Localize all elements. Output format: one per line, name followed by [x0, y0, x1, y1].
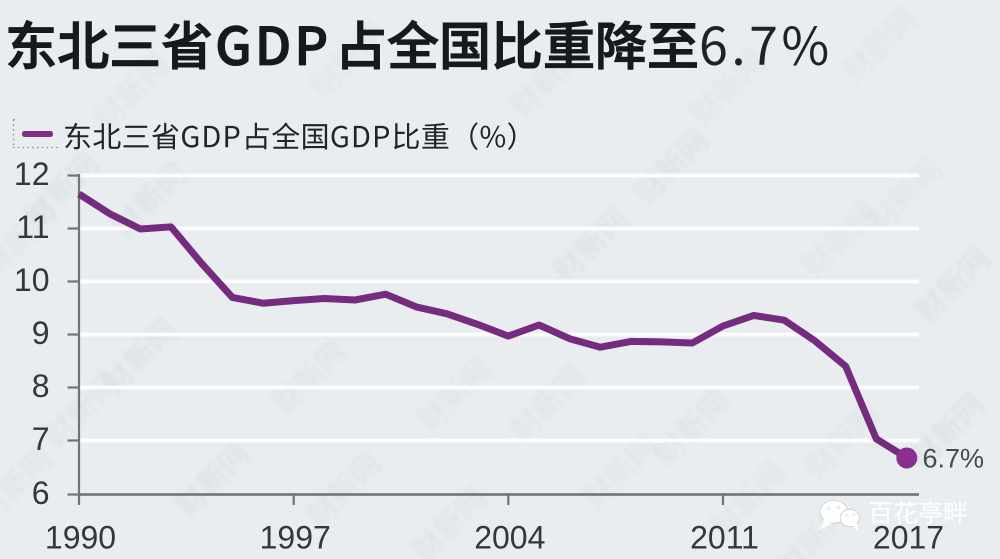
svg-text:10: 10 [14, 262, 50, 298]
svg-text:1997: 1997 [260, 520, 331, 556]
svg-text:9: 9 [32, 315, 50, 351]
svg-text:1990: 1990 [45, 520, 116, 556]
svg-text:2011: 2011 [690, 520, 759, 556]
svg-text:12: 12 [14, 156, 50, 192]
svg-text:2004: 2004 [474, 520, 545, 556]
svg-text:6.7%: 6.7% [923, 444, 985, 474]
svg-text:2017: 2017 [873, 520, 944, 556]
svg-text:6: 6 [32, 475, 50, 511]
svg-text:7: 7 [32, 421, 50, 457]
svg-text:8: 8 [32, 368, 50, 404]
svg-text:11: 11 [16, 209, 49, 245]
